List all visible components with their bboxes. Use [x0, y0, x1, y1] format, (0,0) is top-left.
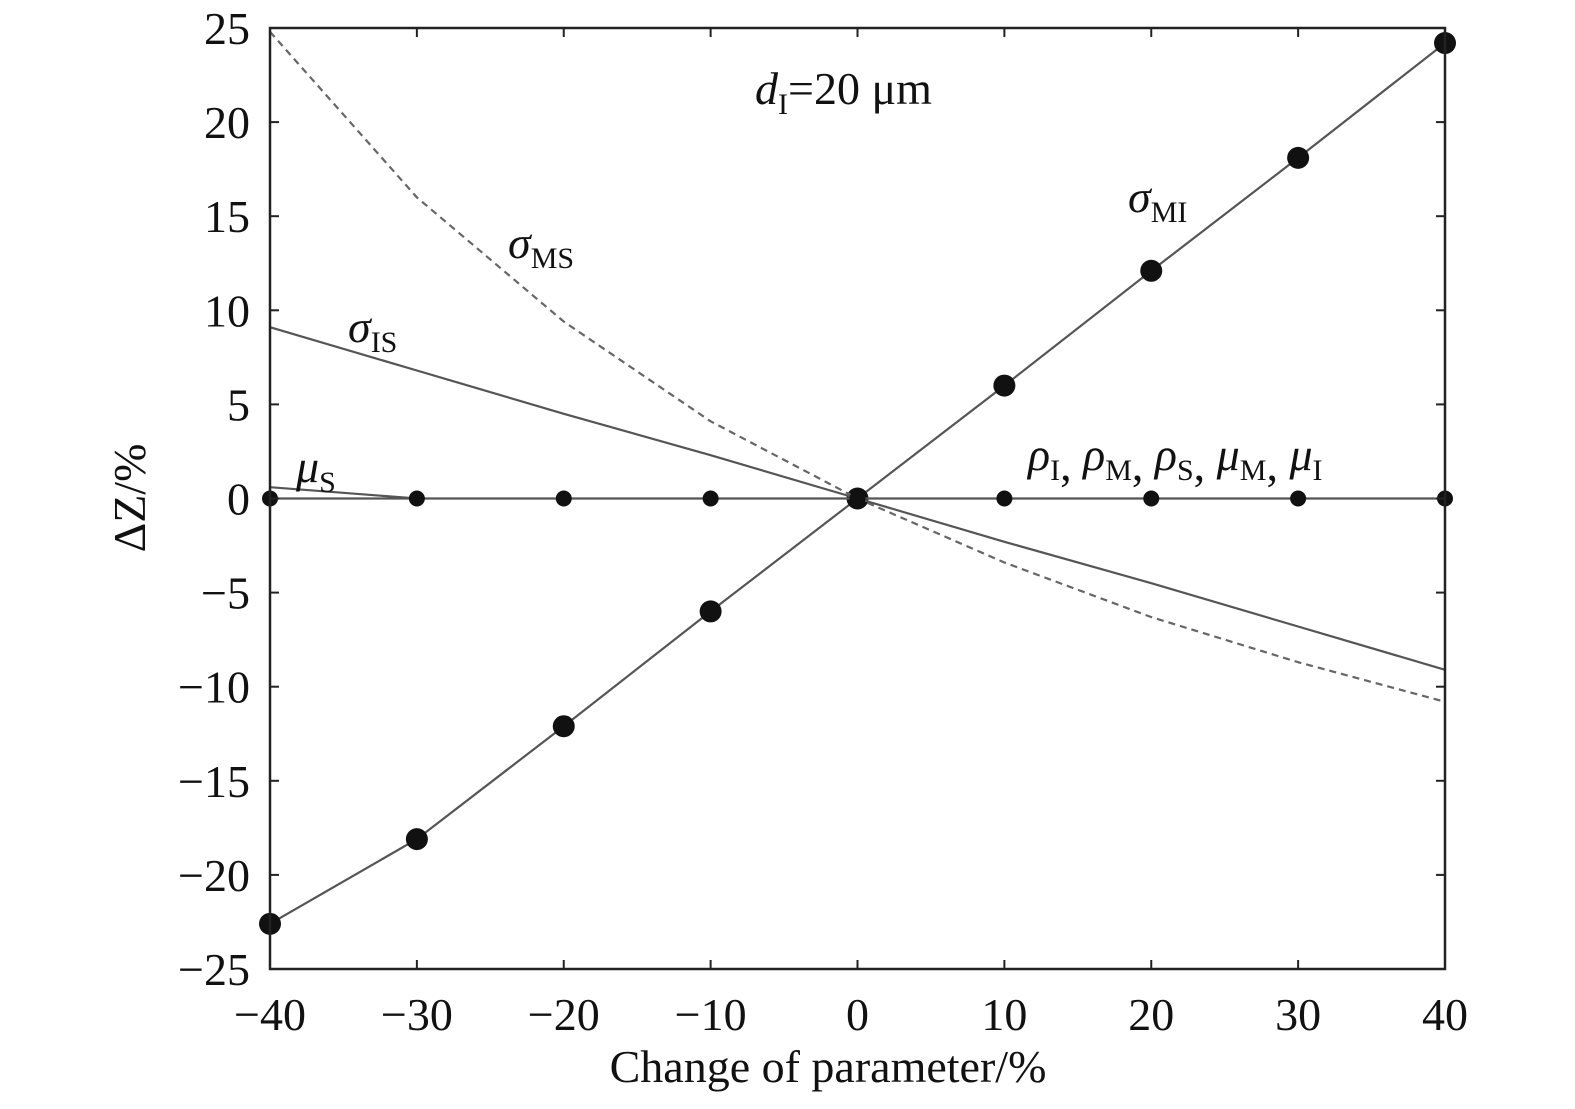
- data-point: [552, 715, 575, 738]
- data-point: [849, 490, 866, 507]
- annotation-subscript: M: [1105, 454, 1132, 487]
- data-point: [1287, 146, 1310, 169]
- annotation-symbol: μ: [1288, 429, 1312, 480]
- annotation-subscript: I: [1313, 454, 1323, 487]
- annotation-separator: ,: [1266, 439, 1289, 490]
- x-tick-label: 30: [1275, 989, 1321, 1040]
- y-tick-label: −25: [178, 944, 250, 995]
- x-tick-label: −10: [675, 989, 747, 1040]
- y-tick-label: 25: [204, 3, 250, 54]
- annotation-symbol: μ: [1216, 429, 1240, 480]
- annotation-symbol: μ: [295, 441, 319, 492]
- y-tick-label: 10: [204, 285, 250, 336]
- x-tick-label: 20: [1128, 989, 1174, 1040]
- y-tick-label: 0: [227, 474, 250, 525]
- data-point: [408, 490, 425, 507]
- annotation-subscript: MS: [531, 242, 574, 275]
- annotation-separator: ,: [1060, 439, 1083, 490]
- y-axis-label: ΔZ/%: [104, 444, 155, 553]
- y-tick-label: −10: [178, 662, 250, 713]
- data-point: [555, 490, 572, 507]
- annotation-subscript: I: [778, 88, 788, 121]
- annotation-subscript: M: [1240, 454, 1267, 487]
- annotation-symbol: d: [755, 63, 779, 114]
- y-tick-label: 5: [227, 379, 250, 430]
- series-label-sigma-mi: σMI: [1128, 171, 1187, 229]
- axis-ticks: [269, 27, 1446, 970]
- series-line: [269, 31, 1446, 703]
- data-point: [405, 828, 428, 851]
- x-tick-label: −40: [234, 989, 306, 1040]
- condition-value: =20 μm: [788, 63, 932, 114]
- data-point: [1140, 259, 1163, 282]
- annotation-separator: ,: [1132, 439, 1155, 490]
- y-tick-label: −5: [201, 568, 250, 619]
- annotation-subscript: IS: [371, 326, 398, 359]
- condition-label: dI=20 μm: [755, 63, 932, 121]
- y-tick-label: 20: [204, 97, 250, 148]
- tick-labels: −40 −30 −20 −10 0 10 20 30 40 −25 −20 −15 −10 −5 0 5 10 1…: [178, 3, 1468, 1040]
- data-point: [699, 600, 722, 623]
- annotation-symbol: σ: [348, 301, 373, 352]
- annotation-symbol: ρ: [1081, 429, 1105, 480]
- annotation-symbol: σ: [508, 217, 533, 268]
- x-tick-label: 10: [981, 989, 1027, 1040]
- data-point: [996, 490, 1013, 507]
- annotation-subscript: S: [1177, 454, 1194, 487]
- data-point: [1143, 490, 1160, 507]
- x-axis-label: Change of parameter/%: [610, 1041, 1047, 1092]
- y-tick-label: −20: [178, 850, 250, 901]
- x-tick-label: 40: [1422, 989, 1468, 1040]
- annotation-separator: ,: [1194, 439, 1217, 490]
- data-point: [993, 374, 1016, 397]
- series-label-mu-s: μS: [295, 441, 336, 499]
- series-label-sigma-ms: σMS: [508, 217, 574, 275]
- annotation-subscript: S: [319, 466, 336, 499]
- annotation-symbol: ρ: [1026, 429, 1050, 480]
- series-label-sigma-is: σIS: [348, 301, 397, 359]
- annotation-subscript: I: [1050, 454, 1060, 487]
- annotation-symbol: σ: [1128, 171, 1153, 222]
- x-tick-label: −30: [381, 989, 453, 1040]
- x-tick-label: 0: [846, 989, 869, 1040]
- annotation-subscript: MI: [1151, 196, 1188, 229]
- annotation-symbol: ρ: [1153, 429, 1177, 480]
- x-tick-label: −20: [528, 989, 600, 1040]
- data-point: [702, 490, 719, 507]
- y-tick-label: −15: [178, 756, 250, 807]
- series-label-zero-group: ρI, ρM, ρS, μM, μI: [1026, 429, 1323, 490]
- data-point: [1290, 490, 1307, 507]
- series-line: [269, 486, 417, 500]
- series-group: [259, 31, 1456, 935]
- y-tick-label: 15: [204, 191, 250, 242]
